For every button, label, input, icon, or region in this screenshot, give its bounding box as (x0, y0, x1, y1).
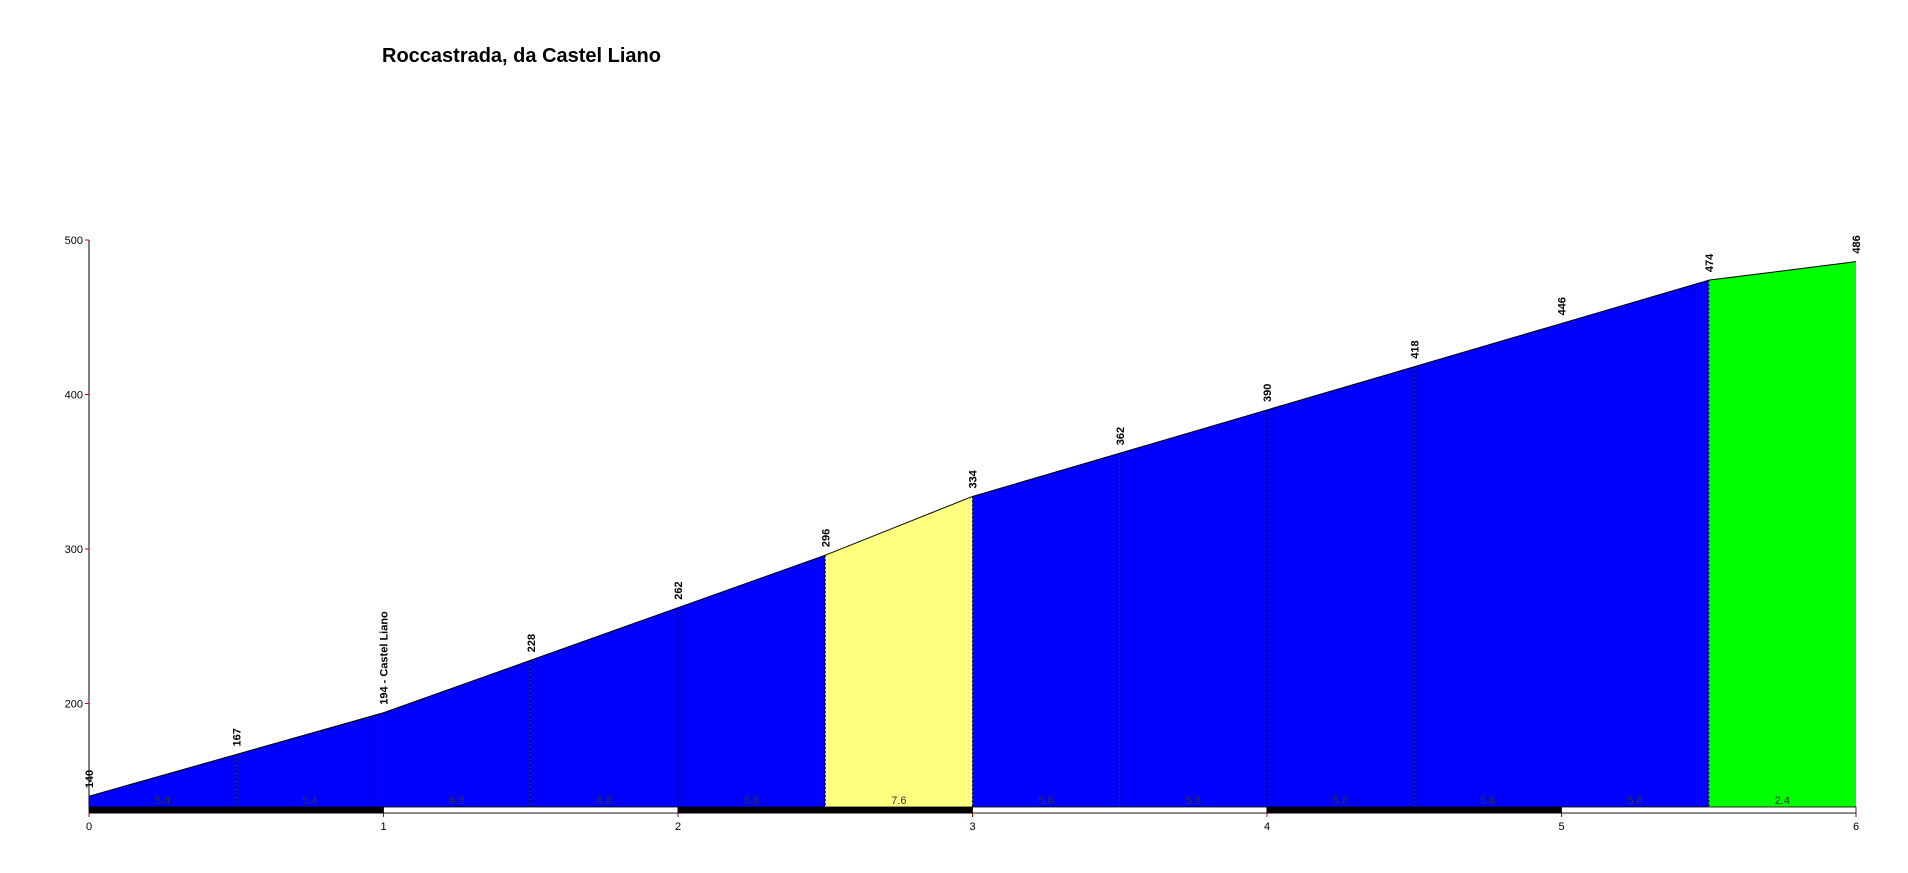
profile-edge (530, 607, 679, 661)
gradient-label: 7.6 (891, 795, 906, 807)
point-label: 167 (231, 728, 243, 746)
profile-edge (825, 495, 973, 556)
gradient-strip (1266, 806, 1562, 814)
y-tick-label: 400 (65, 389, 83, 401)
x-tick-label: 2 (675, 821, 681, 833)
profile-edge (972, 452, 1120, 497)
gradient-strip (1561, 806, 1857, 814)
gradient-strip (972, 806, 1268, 814)
gradient-label: 6.8 (744, 795, 759, 807)
profile-segment (89, 754, 237, 807)
profile-edge (677, 554, 826, 609)
profile-segment (1414, 323, 1562, 807)
profile-edge (88, 753, 237, 797)
x-tick-label: 4 (1264, 821, 1270, 833)
point-label: 362 (1115, 427, 1127, 445)
gradient-label: 5.6 (1333, 795, 1348, 807)
profile-segment (1267, 366, 1415, 807)
y-tick-label: 300 (65, 544, 83, 556)
profile-edge (1414, 322, 1562, 368)
profile-edge (1119, 409, 1268, 454)
profile-segment (825, 496, 973, 807)
x-tick-label: 3 (969, 821, 975, 833)
point-label: 194 - Castel Liano (379, 611, 391, 705)
point-label: 296 (820, 529, 832, 547)
profile-segment (972, 453, 1120, 807)
point-label: 486 (1851, 235, 1863, 253)
point-label: 418 (1409, 340, 1421, 358)
gradient-strip (88, 806, 384, 814)
profile-edge (383, 659, 531, 714)
point-label: 140 (84, 770, 96, 788)
profile-edge (1266, 366, 1415, 411)
y-tick-label: 200 (65, 698, 83, 710)
profile-segment (236, 712, 384, 807)
chart-title: Roccastrada, da Castel Liano (382, 45, 661, 67)
profile-segment (383, 660, 531, 807)
gradient-label: 5.6 (1627, 795, 1642, 807)
gradient-label: 5.6 (1186, 795, 1201, 807)
gradient-label: 5.4 (302, 795, 317, 807)
gradient-strip (677, 806, 973, 814)
y-tick-label: 500 (65, 235, 83, 247)
x-tick-label: 5 (1558, 821, 1564, 833)
profile-segment (1708, 261, 1856, 808)
profile-edge (1708, 261, 1857, 281)
point-label: 262 (673, 581, 685, 599)
gradient-label: 6.8 (449, 795, 464, 807)
gradient-label: 5.6 (1480, 795, 1495, 807)
gradient-label: 5.6 (1038, 795, 1053, 807)
x-tick-label: 6 (1853, 821, 1859, 833)
profile-edge (236, 712, 384, 755)
point-label: 446 (1557, 297, 1569, 315)
gradient-label: 6.8 (597, 795, 612, 807)
point-label: 334 (968, 469, 980, 488)
gradient-label: 2.4 (1775, 795, 1790, 807)
point-label: 474 (1704, 253, 1716, 272)
profile-segment (530, 607, 678, 807)
x-tick-label: 0 (86, 821, 92, 833)
point-label: 228 (526, 634, 538, 652)
profile-segment (1119, 409, 1267, 807)
profile-segment (1561, 280, 1709, 807)
profile-edge (1561, 279, 1709, 324)
gradient-label: 5.4 (155, 795, 170, 807)
x-tick-label: 1 (380, 821, 386, 833)
gradient-strip (383, 806, 679, 814)
point-label: 390 (1262, 384, 1274, 402)
profile-segment (678, 555, 826, 807)
